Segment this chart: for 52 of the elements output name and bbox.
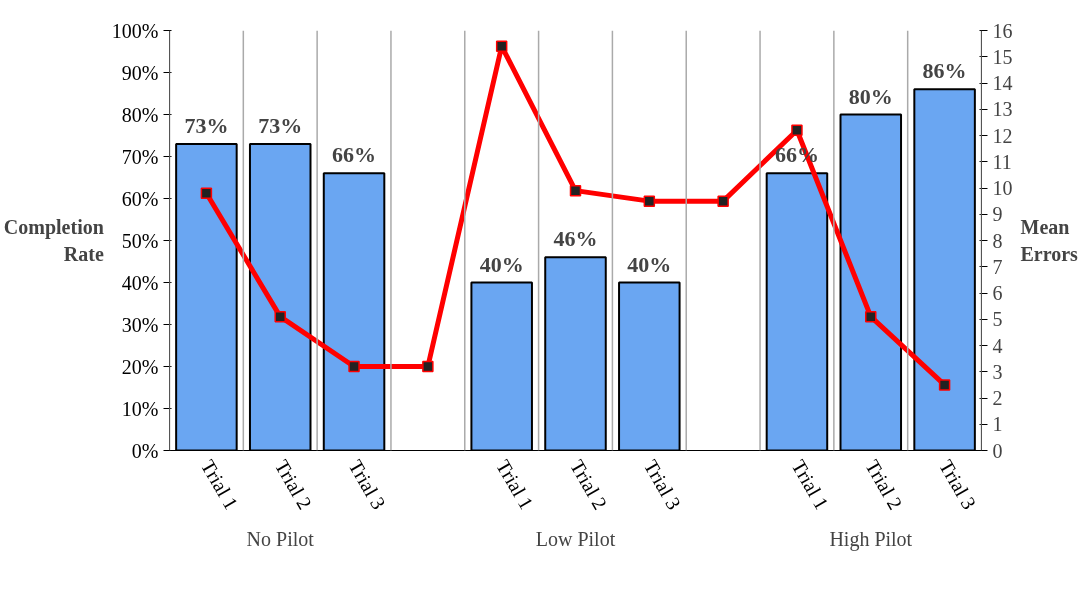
y2-tick-label: 0 <box>992 439 1003 462</box>
y-tick-label: 40% <box>121 271 159 294</box>
y2-tick-label: 15 <box>992 45 1013 68</box>
y2-tick-label: 9 <box>992 203 1003 226</box>
text: High Pilot <box>829 527 913 551</box>
y2-axis-title: Mean Errors <box>1020 216 1079 265</box>
point <box>791 124 803 136</box>
text: Low Pilot <box>535 527 616 550</box>
point <box>569 184 582 197</box>
y2-tick-label: 4 <box>992 334 1003 357</box>
point <box>348 360 360 373</box>
point <box>717 195 729 207</box>
y2-tick-label: 11 <box>992 150 1012 173</box>
y-tick-label: 20% <box>121 355 159 378</box>
y-tick-label: 70% <box>121 145 159 168</box>
y2-tick-label: 6 <box>992 282 1003 304</box>
text: No Pilot <box>246 527 315 550</box>
y2-tick-label: 1 <box>992 413 1003 436</box>
y-tick-label: 80% <box>121 103 159 126</box>
y2-tick-label: 5 <box>992 308 1003 331</box>
y2-tick-label: 7 <box>992 255 1003 278</box>
data-label: 73% <box>184 112 229 138</box>
y2-tick-label: 16 <box>992 19 1013 42</box>
data-label: 66% <box>332 142 377 168</box>
data-label: 40% <box>627 251 672 277</box>
y2-tick-label: 3 <box>992 360 1003 383</box>
point <box>938 379 951 391</box>
y2-tick-label: 2 <box>992 387 1003 409</box>
data-label: 73% <box>258 112 303 138</box>
y2-tick-label: 12 <box>992 124 1013 147</box>
point <box>274 310 286 323</box>
point <box>495 40 508 52</box>
y2-tick-label: 14 <box>992 72 1013 94</box>
y2-tick-label: 10 <box>992 177 1013 199</box>
point <box>865 310 877 323</box>
y-tick-label: 10% <box>121 397 159 420</box>
y-tick-label: 0% <box>131 439 159 462</box>
point <box>643 195 656 207</box>
y-axis-title: Completion Rate <box>3 216 104 265</box>
y-tick-label: 30% <box>121 313 159 336</box>
point <box>200 187 213 199</box>
data-label: 40% <box>479 251 524 277</box>
y-tick-label: 90% <box>121 61 159 84</box>
y-tick-label: 50% <box>121 229 159 252</box>
y2-tick-label: 8 <box>992 229 1003 252</box>
point <box>422 360 434 373</box>
y-tick-label: 60% <box>121 187 159 210</box>
data-label: 86% <box>922 58 967 84</box>
data-label: 46% <box>553 226 598 252</box>
y-tick-label: 100% <box>111 19 159 42</box>
data-label: 80% <box>848 83 893 109</box>
y2-tick-label: 13 <box>992 98 1013 121</box>
